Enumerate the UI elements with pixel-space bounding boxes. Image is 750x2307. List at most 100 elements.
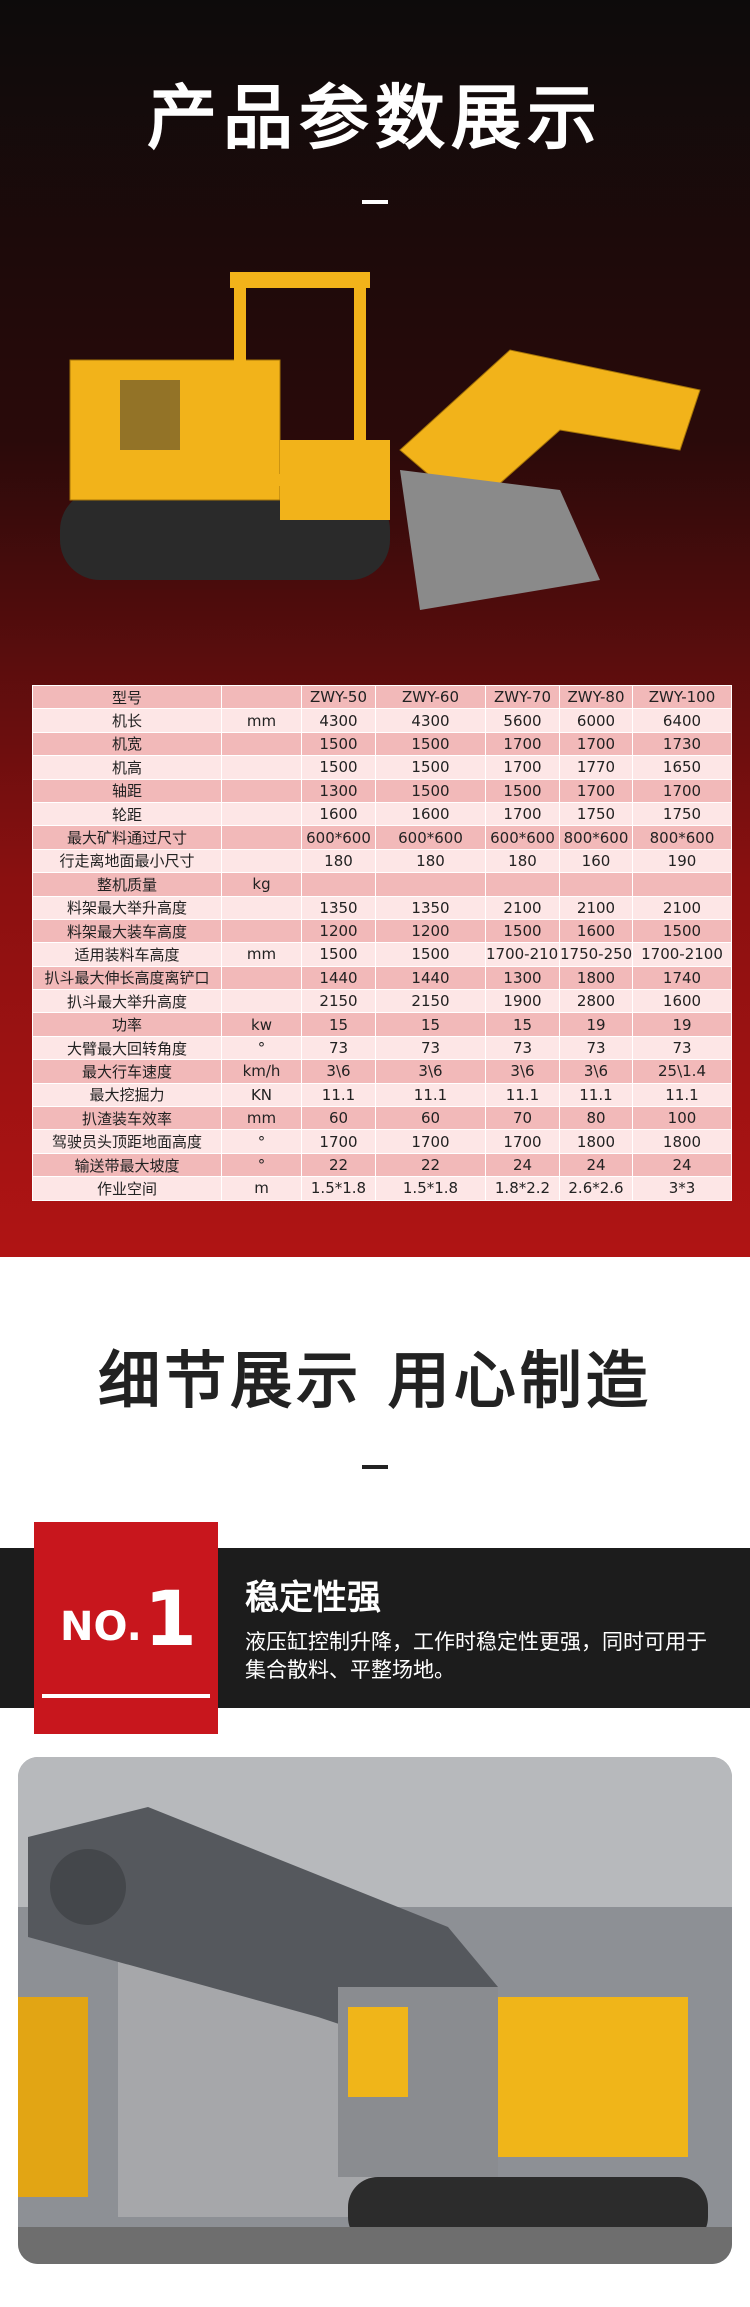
table-row: 最大挖掘力 KN 11.1 11.1 11.1 11.1 11.1 [32, 1082, 732, 1108]
cell: 1700 [559, 731, 633, 757]
cell [221, 755, 302, 780]
cell: 3\6 [375, 1059, 486, 1084]
cell: 73 [559, 1035, 633, 1061]
cell: 料架最大装车高度 [32, 918, 222, 944]
cell: 1700 [632, 778, 732, 803]
cell [221, 778, 302, 803]
cell: 1740 [632, 965, 732, 991]
cell: 25\1.4 [632, 1059, 732, 1084]
cell: 11.1 [632, 1082, 732, 1108]
table-row: 料架最大举升高度 1350 1350 2100 2100 2100 [32, 895, 732, 920]
cell: 1900 [485, 989, 560, 1014]
cell: 24 [485, 1152, 560, 1178]
cell: 驾驶员头顶距地面高度 [32, 1129, 222, 1154]
cell: 1500 [375, 755, 486, 780]
cell: 15 [375, 1012, 486, 1037]
cell: 功率 [32, 1012, 222, 1037]
divider [362, 200, 388, 204]
cell [221, 965, 302, 991]
cell: 1300 [301, 778, 376, 803]
cell: 轮距 [32, 801, 222, 827]
cell: 1350 [375, 895, 486, 920]
cell: 1700 [485, 1129, 560, 1154]
cell: 73 [301, 1035, 376, 1061]
table-row: 驾驶员头顶距地面高度 ° 1700 1700 1700 1800 1800 [32, 1129, 732, 1154]
cell: 1350 [301, 895, 376, 920]
cell [301, 872, 376, 897]
cell: 1500 [375, 942, 486, 967]
cell: 2100 [485, 895, 560, 920]
badge: NO. 1 [34, 1522, 218, 1734]
cell: 1700 [301, 1129, 376, 1154]
cell: 1.5*1.8 [375, 1176, 486, 1201]
cell: 2.6*2.6 [559, 1176, 633, 1201]
cell: 3\6 [301, 1059, 376, 1084]
cell: 大臂最大回转角度 [32, 1035, 222, 1061]
cell: 600*600 [485, 825, 560, 850]
cell: 1300 [485, 965, 560, 991]
cell: 11.1 [375, 1082, 486, 1108]
cell: 整机质量 [32, 872, 222, 897]
workshop-photo [18, 1757, 732, 2264]
cell: kg [221, 872, 302, 897]
cell: 1.8*2.2 [485, 1176, 560, 1201]
cell: 24 [632, 1152, 732, 1178]
cell: 适用装料车高度 [32, 942, 222, 967]
cell: 1600 [632, 989, 732, 1014]
cell: 4300 [375, 708, 486, 733]
cell: 1600 [375, 801, 486, 827]
cell: 6000 [559, 708, 633, 733]
cell: 180 [301, 848, 376, 874]
table-row: 扒渣装车效率 mm 60 60 70 80 100 [32, 1106, 732, 1131]
title: 产品参数展示 [147, 77, 603, 159]
header-row: 型号 ZWY-50 ZWY-60 ZWY-70 ZWY-80 ZWY-100 [32, 684, 732, 710]
table-row: 机长 mm 4300 4300 5600 6000 6400 [32, 708, 732, 733]
cell [375, 872, 486, 897]
cell [221, 731, 302, 757]
cell [485, 872, 560, 897]
cell [559, 872, 633, 897]
cell: 最大挖掘力 [32, 1082, 222, 1108]
cell: 60 [375, 1106, 486, 1131]
cell: 1700 [485, 755, 560, 780]
cell: 5600 [485, 708, 560, 733]
cell: mm [221, 942, 302, 967]
table-row: 轮距 1600 1600 1700 1750 1750 [32, 801, 732, 827]
cell: ° [221, 1035, 302, 1061]
cell: 1440 [375, 965, 486, 991]
cell: 73 [375, 1035, 486, 1061]
cell: 80 [559, 1106, 633, 1131]
cell: 1500 [375, 778, 486, 803]
cell: 800*600 [632, 825, 732, 850]
cell: 4300 [301, 708, 376, 733]
cell: 料架最大举升高度 [32, 895, 222, 920]
cell: 机宽 [32, 731, 222, 757]
table-row: 输送带最大坡度 ° 22 22 24 24 24 [32, 1152, 732, 1178]
cell: ZWY-70 [485, 684, 560, 710]
cell: 1700 [375, 1129, 486, 1154]
cell: 1700-2100 [485, 942, 560, 967]
table-row: 扒斗最大举升高度 2150 2150 1900 2800 1600 [32, 989, 732, 1014]
cell: ZWY-50 [301, 684, 376, 710]
cell [221, 848, 302, 874]
cell: 180 [375, 848, 486, 874]
cell: 1750-2500 [559, 942, 633, 967]
cell: 1800 [632, 1129, 732, 1154]
cell: 1200 [375, 918, 486, 944]
cell: 11.1 [485, 1082, 560, 1108]
cell: 机长 [32, 708, 222, 733]
spec-table: 型号 ZWY-50 ZWY-60 ZWY-70 ZWY-80 ZWY-100 机长 mm 430… [32, 684, 732, 1201]
cell: 600*600 [375, 825, 486, 850]
cell: 扒渣装车效率 [32, 1106, 222, 1131]
cell: 190 [632, 848, 732, 874]
cell: 2100 [559, 895, 633, 920]
cell: 1800 [559, 965, 633, 991]
badge-prefix: NO. [60, 1604, 142, 1650]
cell: 扒斗最大举升高度 [32, 989, 222, 1014]
cell: 1700-2100 [632, 942, 732, 967]
cell: mm [221, 708, 302, 733]
table-row: 适用装料车高度mm150015001700-21001750-25001700-… [32, 942, 732, 967]
cell: KN [221, 1082, 302, 1108]
cell: 600*600 [301, 825, 376, 850]
cell: m [221, 1176, 302, 1201]
